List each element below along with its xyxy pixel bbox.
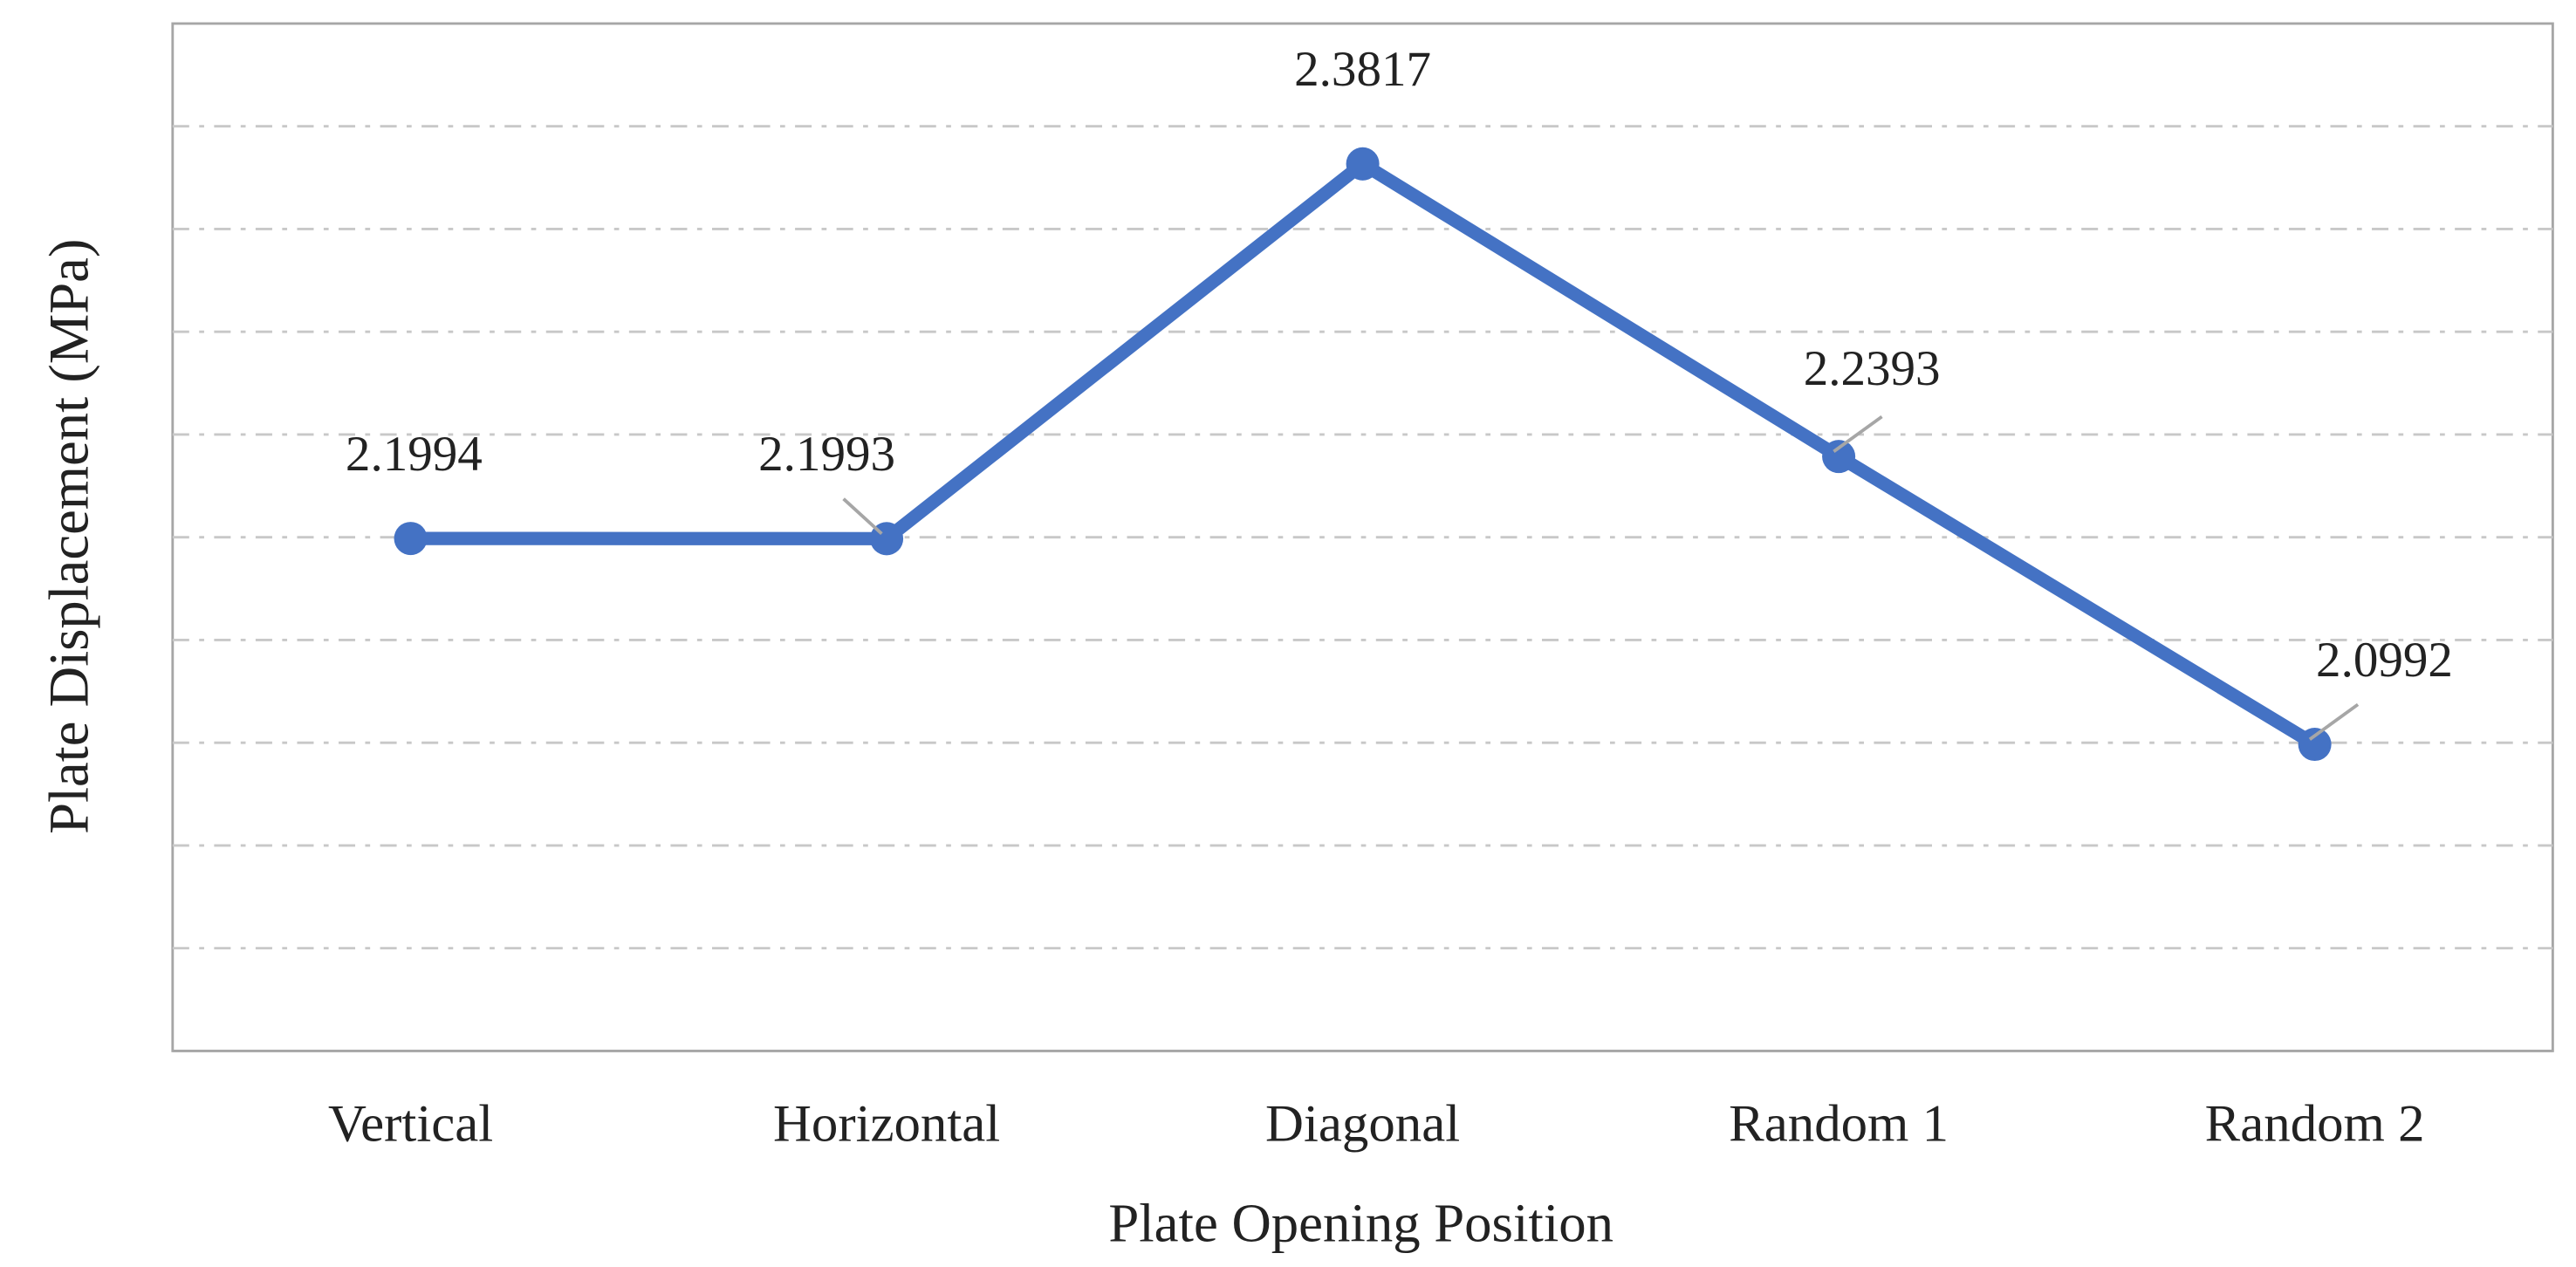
leader-line (2308, 702, 2360, 741)
data-label: 2.1994 (346, 427, 483, 482)
x-tick-label: Random 1 (1729, 1095, 1949, 1154)
marker (394, 522, 428, 556)
marker (1346, 147, 1380, 181)
data-label: 2.2393 (1804, 341, 1941, 396)
data-label: 2.1993 (758, 427, 895, 482)
marker (1822, 440, 1856, 474)
x-tick-label: Horizontal (773, 1095, 1000, 1154)
leader-line (842, 497, 883, 536)
x-axis-title: Plate Opening Position (1108, 1192, 1613, 1253)
line (410, 157, 2319, 750)
x-tick-label: Diagonal (1265, 1095, 1460, 1154)
x-tick-label: Random 2 (2205, 1095, 2425, 1154)
x-tick-label: Vertical (328, 1095, 493, 1154)
marker (2298, 728, 2332, 762)
leader-line (1833, 414, 1883, 453)
y-axis-title: Plate Displacement (MPa) (37, 239, 99, 834)
data-label: 2.3817 (1294, 42, 1431, 97)
data-label: 2.0992 (2316, 633, 2453, 688)
